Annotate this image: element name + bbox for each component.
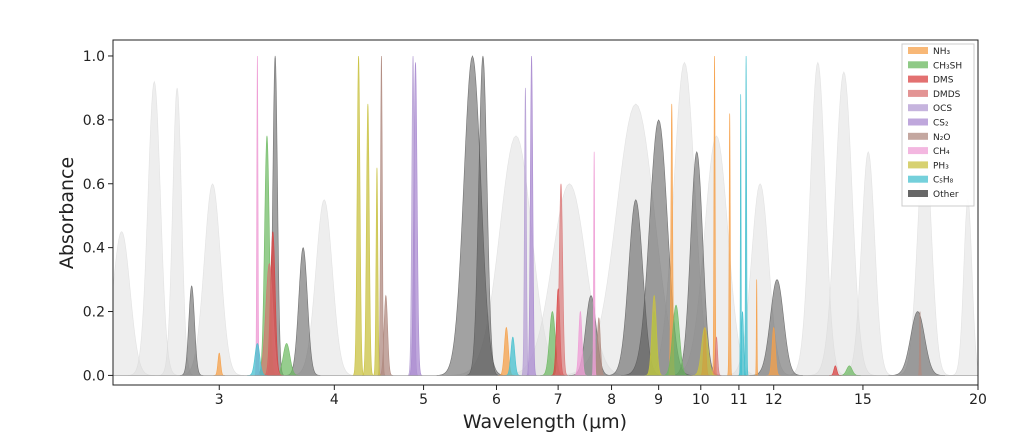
legend: NH₃ CH₃SH DMS DMDS OCS CS₂ N₂O CH₄ PH₃ C₅H₈ Other bbox=[901, 43, 975, 207]
band-nh3-0 bbox=[213, 352, 225, 376]
x-tick-label: 5 bbox=[419, 392, 428, 408]
band-n2o-3 bbox=[917, 311, 923, 376]
legend-swatch-nh3 bbox=[908, 47, 928, 54]
band-other-4 bbox=[465, 55, 500, 376]
band-ch4-0 bbox=[254, 55, 261, 376]
legend-swatch-n2o bbox=[908, 132, 928, 140]
x-tick-label: 20 bbox=[969, 392, 987, 408]
band-ph3-1 bbox=[362, 103, 374, 376]
y-tick-label: 0.2 bbox=[83, 305, 105, 321]
band-c5h8-4 bbox=[737, 311, 748, 376]
x-tick-label: 4 bbox=[330, 392, 339, 408]
band-other_light-0 bbox=[113, 231, 155, 376]
legend-label-dms: DMS bbox=[933, 76, 954, 86]
legend-label-c5h8: C₅H₈ bbox=[933, 176, 954, 186]
band-ph3-3 bbox=[644, 294, 664, 376]
x-tick-label: 3 bbox=[215, 392, 224, 408]
legend-swatch-cs2 bbox=[908, 118, 928, 126]
legend-label-n2o: N₂O bbox=[933, 133, 950, 143]
band-n2o-1 bbox=[378, 294, 394, 376]
series-cs2 bbox=[408, 55, 537, 376]
legend-swatch-ch4 bbox=[908, 147, 928, 155]
x-axis-title: Wavelength (μm) bbox=[463, 411, 627, 433]
band-nh3-3 bbox=[727, 113, 733, 376]
legend-label-ph3: PH₃ bbox=[933, 161, 949, 171]
band-other_light-6 bbox=[496, 183, 632, 376]
legend-label-ch3sh: CH₃SH bbox=[933, 61, 962, 71]
y-tick-label: 0.6 bbox=[83, 177, 105, 193]
legend-swatch-ph3 bbox=[908, 161, 928, 169]
y-tick-label: 0.0 bbox=[83, 368, 105, 384]
series-ph3 bbox=[352, 55, 718, 376]
legend-label-nh3: NH₃ bbox=[933, 47, 951, 57]
legend-swatch-ch3sh bbox=[908, 61, 928, 69]
plot-frame bbox=[112, 39, 979, 386]
x-tick-label: 9 bbox=[654, 392, 663, 408]
legend-label-cs2: CS₂ bbox=[933, 119, 949, 129]
band-c5h8-0 bbox=[247, 343, 268, 376]
x-tick-label: 11 bbox=[730, 392, 748, 408]
band-other-3 bbox=[436, 55, 506, 376]
band-other-0 bbox=[179, 285, 204, 376]
series-layer bbox=[113, 55, 978, 376]
legend-label-dmds: DMDS bbox=[933, 90, 961, 100]
legend-swatch-dmds bbox=[908, 89, 928, 97]
legend-label-ocs: OCS bbox=[933, 104, 952, 114]
x-tick-label: 7 bbox=[554, 392, 563, 408]
band-cs2-1 bbox=[526, 55, 537, 376]
band-other-10 bbox=[888, 311, 945, 376]
y-tick-label: 1.0 bbox=[83, 49, 105, 65]
legend-label-other: Other bbox=[933, 190, 959, 200]
x-tick-label: 10 bbox=[692, 392, 710, 408]
x-tick-label: 15 bbox=[854, 392, 872, 408]
legend-label-ch4: CH₄ bbox=[933, 147, 950, 157]
band-cs2-0 bbox=[408, 62, 423, 376]
x-tick-label: 6 bbox=[492, 392, 501, 408]
band-ph3-2 bbox=[373, 167, 381, 376]
x-tick-label: 12 bbox=[765, 392, 783, 408]
band-other_light-1 bbox=[128, 80, 179, 376]
band-ch3sh-3 bbox=[661, 304, 690, 376]
y-tick-label: 0.8 bbox=[83, 113, 105, 129]
legend-swatch-other bbox=[908, 190, 928, 197]
legend-swatch-dms bbox=[908, 75, 928, 83]
band-other-9 bbox=[749, 279, 803, 376]
band-ph3-4 bbox=[691, 327, 718, 376]
band-ch4-2 bbox=[573, 310, 588, 376]
band-ph3-0 bbox=[352, 55, 365, 376]
series-other-broad-background- bbox=[113, 61, 978, 376]
band-nh3-5 bbox=[766, 326, 781, 376]
band-c5h8-1 bbox=[504, 336, 521, 376]
x-tick-label: 8 bbox=[607, 392, 616, 408]
legend-swatch-c5h8 bbox=[908, 175, 928, 183]
legend-swatch-ocs bbox=[908, 104, 928, 112]
tick-layer: 3 4 5 6 7 8 9 10 11 12 15 20 0.0 0.2 0.4 0.6 0.8 1.0 bbox=[83, 49, 987, 408]
band-other_light-11 bbox=[786, 61, 847, 376]
band-other_light-15 bbox=[950, 198, 978, 376]
y-axis-title: Absorbance bbox=[56, 157, 78, 269]
y-tick-label: 0.4 bbox=[83, 241, 105, 257]
band-nh3-4 bbox=[754, 279, 759, 376]
band-dmds-1 bbox=[553, 183, 569, 376]
band-other_light-12 bbox=[808, 71, 877, 376]
series-c5h8 bbox=[247, 55, 749, 376]
band-ch4-1 bbox=[591, 151, 597, 376]
